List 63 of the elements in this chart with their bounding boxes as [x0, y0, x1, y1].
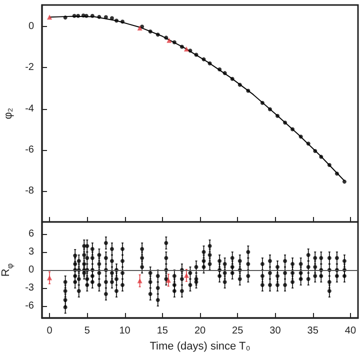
point — [63, 16, 68, 20]
y-tick-label: -4 — [25, 103, 34, 114]
x-tick-label: 20 — [194, 326, 206, 336]
point — [319, 154, 324, 159]
y-tick-label: 0 — [28, 21, 34, 32]
x-axis-title: Time (days) since T₀ — [150, 340, 250, 352]
point — [230, 76, 234, 81]
y-tick-label: 3 — [28, 246, 34, 258]
point — [246, 88, 250, 93]
point — [76, 14, 80, 18]
point — [72, 14, 76, 18]
point — [104, 15, 108, 20]
point — [140, 24, 144, 29]
point — [172, 40, 176, 44]
x-tick-label: 15 — [156, 326, 168, 336]
x-tick-label: 40 — [344, 326, 356, 336]
point — [327, 163, 332, 168]
y-axis-title: φ₂ — [2, 108, 15, 120]
x-tick-label: 30 — [270, 326, 282, 336]
y-axis-title: Rφ — [0, 263, 15, 277]
point — [306, 142, 310, 146]
point — [276, 114, 280, 118]
point — [184, 46, 189, 52]
x-tick-label: 5 — [84, 326, 90, 336]
y-tick-label: -6 — [25, 144, 34, 156]
point — [90, 14, 94, 18]
point — [97, 14, 102, 19]
point — [47, 14, 52, 20]
y-tick-label: -6 — [25, 300, 34, 312]
x-tick-label: 25 — [232, 326, 244, 336]
point — [290, 127, 295, 132]
point — [298, 134, 303, 139]
point — [164, 36, 168, 40]
point — [202, 57, 206, 62]
point — [238, 82, 242, 87]
point — [218, 67, 222, 72]
y-tick-label: -2 — [25, 62, 34, 74]
x-tick-label: 0 — [46, 326, 53, 336]
point — [114, 18, 118, 23]
point — [222, 71, 227, 76]
point — [120, 20, 125, 24]
point — [208, 61, 212, 66]
point — [334, 172, 339, 176]
x-tick-label: 35 — [307, 326, 319, 336]
point — [268, 107, 272, 112]
point — [313, 149, 318, 154]
point — [84, 14, 88, 18]
point — [110, 16, 114, 20]
point — [180, 44, 184, 49]
point — [166, 38, 172, 43]
y-tick-label: -3 — [25, 282, 34, 294]
y-tick-label: 0 — [28, 264, 34, 276]
point — [148, 30, 152, 34]
y-tick-label: 6 — [28, 228, 34, 240]
point — [188, 48, 192, 53]
x-tick-label: 10 — [119, 326, 131, 336]
point — [283, 120, 288, 125]
point — [342, 180, 346, 184]
point — [137, 26, 142, 31]
point — [260, 100, 264, 105]
y-tick-label: -8 — [25, 186, 34, 197]
point — [194, 52, 198, 57]
point — [156, 32, 160, 37]
